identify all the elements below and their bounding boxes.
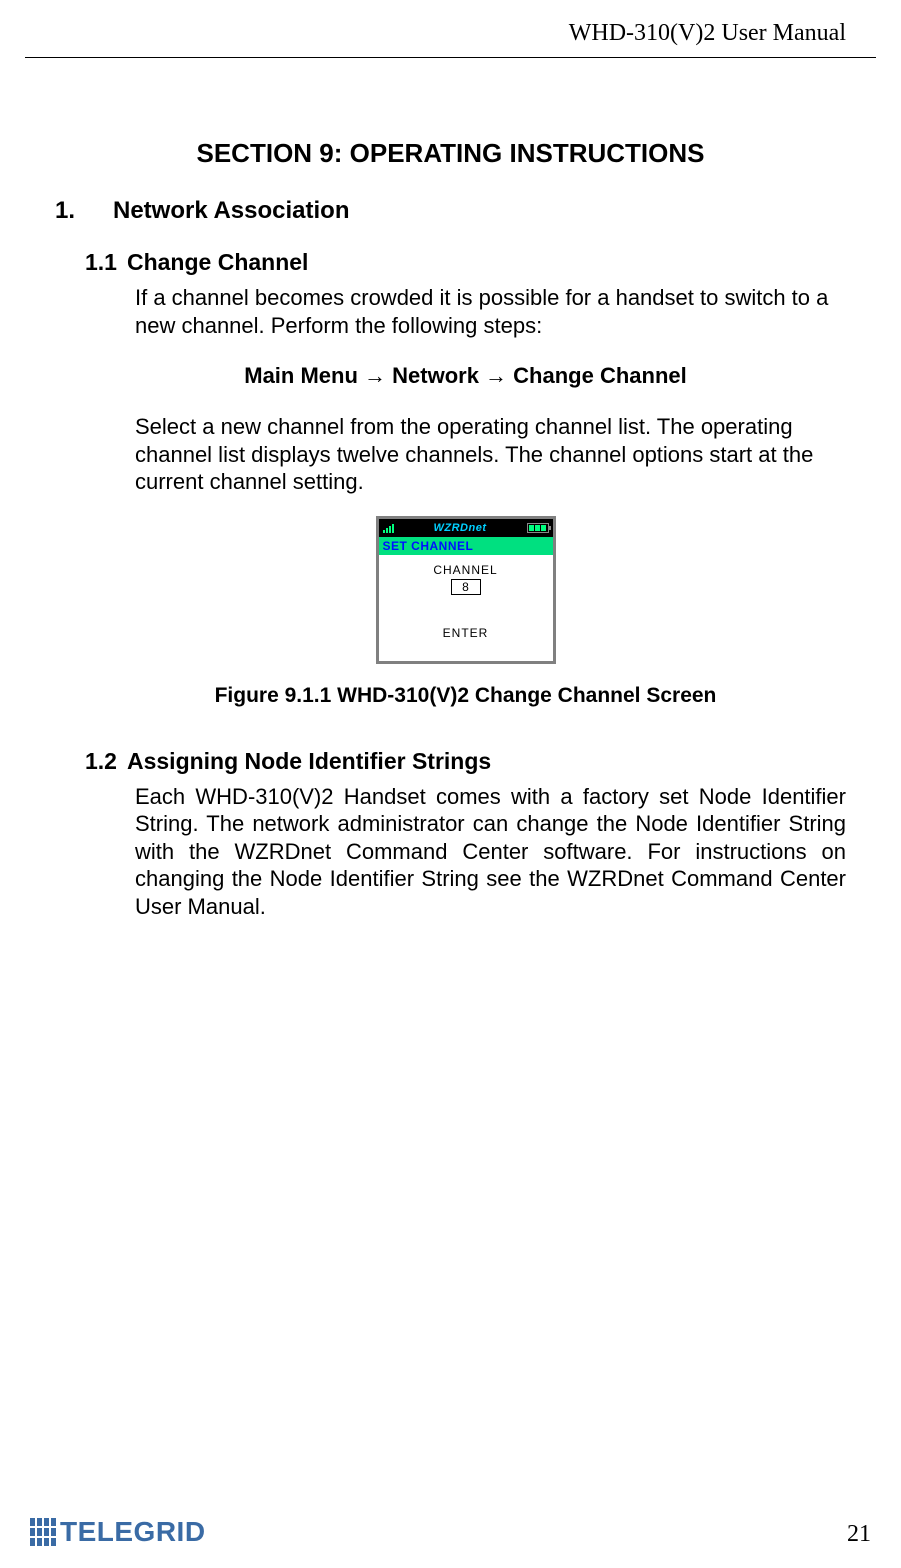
heading-1-1-title: Change Channel xyxy=(127,249,308,275)
para-1-1-a: If a channel becomes crowded it is possi… xyxy=(135,284,846,339)
heading-1-2-num: 1.2 xyxy=(85,748,117,775)
heading-1: 1.Network Association xyxy=(55,197,846,225)
heading-1-1: 1.1 Change Channel xyxy=(85,249,846,276)
device-status-bar: WZRDnet xyxy=(379,519,553,537)
signal-icon xyxy=(383,523,394,533)
para-1-2: Each WHD-310(V)2 Handset comes with a fa… xyxy=(135,783,846,921)
subsection-1-2: 1.2 Assigning Node Identifier Strings Eac… xyxy=(85,748,846,921)
para-1-1-b: Select a new channel from the operating … xyxy=(135,413,846,496)
page-header: WHD-310(V)2 User Manual xyxy=(25,0,876,58)
menu-path: Main Menu → Network → Change Channel xyxy=(85,363,846,389)
section-title: SECTION 9: OPERATING INSTRUCTIONS xyxy=(55,138,846,169)
device-brand: WZRDnet xyxy=(434,522,487,534)
figure-caption-9-1-1: Figure 9.1.1 WHD-310(V)2 Change Channel … xyxy=(85,684,846,708)
device-screen-title: SET CHANNEL xyxy=(379,537,553,555)
heading-1-2-title: Assigning Node Identifier Strings xyxy=(127,748,491,774)
page-content: SECTION 9: OPERATING INSTRUCTIONS 1.Netw… xyxy=(0,58,901,920)
device-body: CHANNEL 8 ENTER xyxy=(379,555,553,640)
telegrid-logo: TELEGRID xyxy=(30,1516,206,1548)
channel-value: 8 xyxy=(451,579,481,595)
logo-text: TELEGRID xyxy=(60,1516,206,1548)
heading-1-1-num: 1.1 xyxy=(85,249,117,276)
channel-label: CHANNEL xyxy=(379,563,553,577)
device-screenshot: WZRDnet SET CHANNEL CHANNEL 8 ENTER xyxy=(376,516,556,664)
page-number: 21 xyxy=(847,1521,871,1548)
heading-1-label: Network Association xyxy=(113,197,350,224)
heading-1-2: 1.2 Assigning Node Identifier Strings xyxy=(85,748,846,775)
subsection-1-1: 1.1 Change Channel If a channel becomes c… xyxy=(85,249,846,708)
page-footer: TELEGRID 21 xyxy=(0,1516,901,1548)
heading-1-num: 1. xyxy=(55,197,113,225)
logo-grid-icon xyxy=(30,1518,56,1546)
enter-label: ENTER xyxy=(379,626,553,640)
doc-title: WHD-310(V)2 User Manual xyxy=(569,20,846,46)
battery-icon xyxy=(527,523,549,533)
